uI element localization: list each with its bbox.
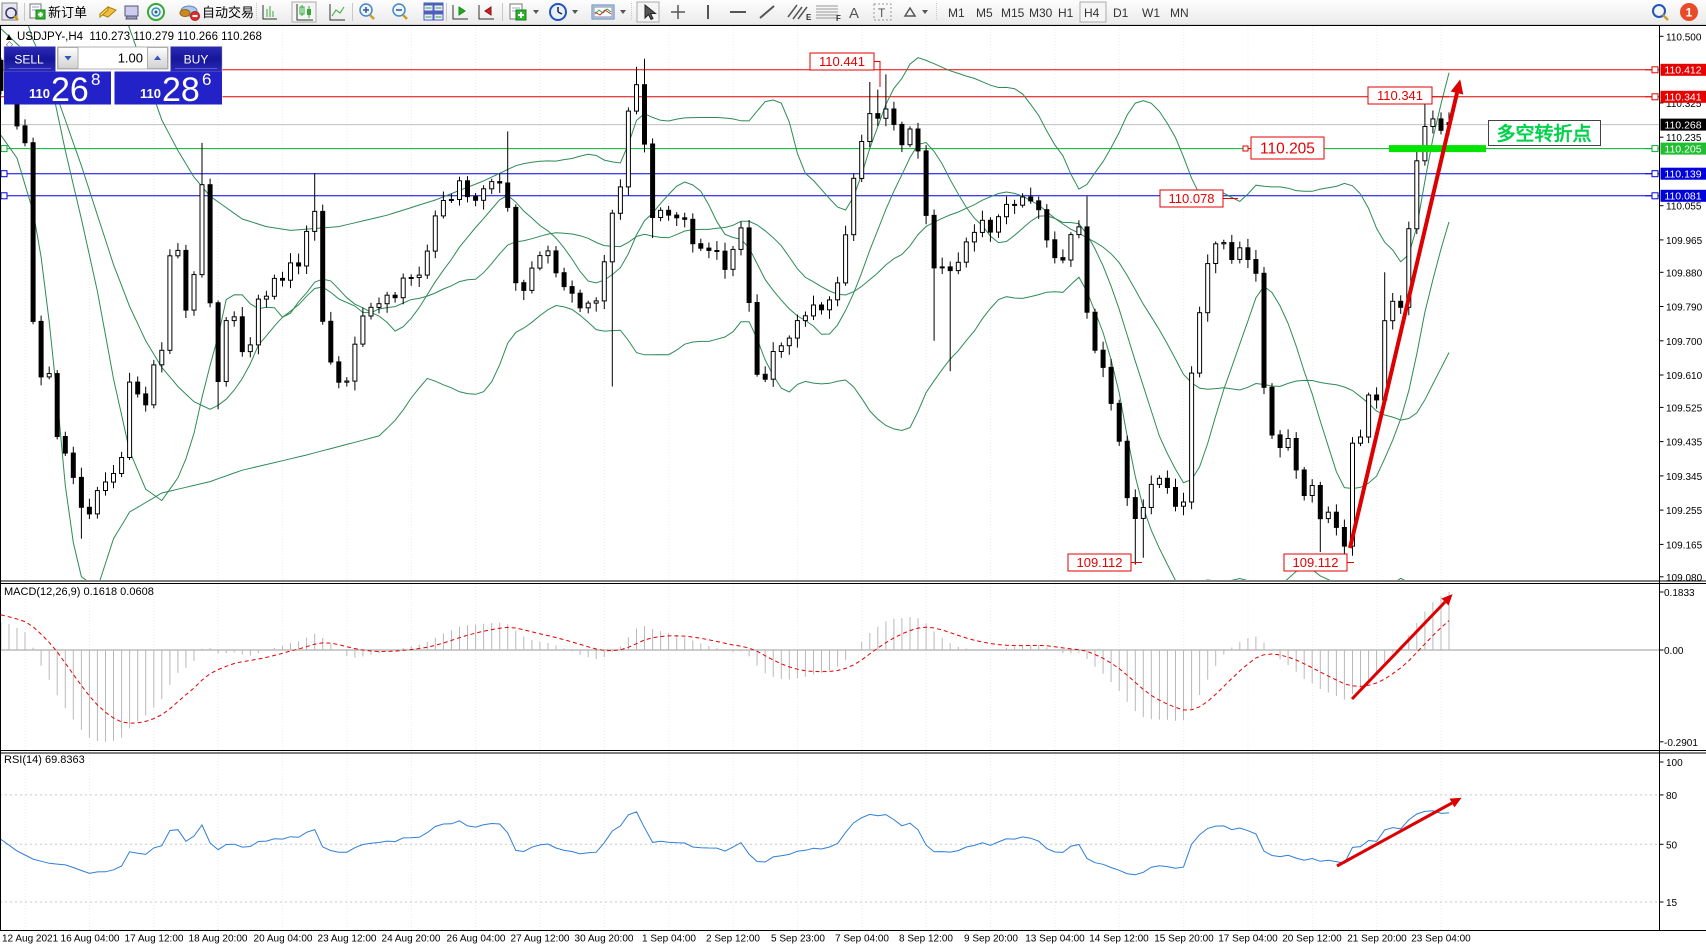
svg-text:18 Aug 20:00: 18 Aug 20:00 [189,934,248,945]
svg-text:9 Sep 20:00: 9 Sep 20:00 [964,934,1018,945]
svg-text:23 Sep 04:00: 23 Sep 04:00 [1411,934,1471,945]
svg-text:110.205: 110.205 [1260,141,1315,158]
svg-text:30 Aug 20:00: 30 Aug 20:00 [575,934,634,945]
svg-text:14 Sep 12:00: 14 Sep 12:00 [1089,934,1149,945]
svg-text:110.139: 110.139 [1664,169,1701,181]
svg-text:28: 28 [162,71,200,109]
svg-text:◇: ◇ [6,39,13,49]
svg-text:多空转折点: 多空转折点 [1496,122,1591,145]
svg-text:80: 80 [1666,791,1678,802]
svg-text:M1: M1 [948,6,965,20]
svg-text:W1: W1 [1142,6,1160,20]
svg-text:50: 50 [1666,840,1678,851]
svg-text:26: 26 [51,71,89,109]
svg-text:110: 110 [29,86,50,101]
svg-text:1 Sep 04:00: 1 Sep 04:00 [642,934,696,945]
svg-text:8: 8 [91,70,100,89]
svg-text:17 Aug 12:00: 17 Aug 12:00 [125,934,184,945]
svg-text:8 Sep 12:00: 8 Sep 12:00 [899,934,953,945]
svg-text:7 Sep 04:00: 7 Sep 04:00 [835,934,889,945]
svg-text:109.165: 109.165 [1666,540,1703,551]
svg-text:27 Aug 12:00: 27 Aug 12:00 [511,934,570,945]
svg-text:109.525: 109.525 [1666,403,1703,414]
svg-text:20 Aug 04:00: 20 Aug 04:00 [254,934,313,945]
svg-text:110.081: 110.081 [1664,191,1701,203]
svg-text:H4: H4 [1084,6,1100,20]
svg-text:自动交易: 自动交易 [202,5,254,20]
svg-text:6: 6 [202,70,211,89]
svg-text:USDJPY-,H4 110.273 110.279 11: USDJPY-,H4 110.273 110.279 110.266 110.2… [17,31,262,43]
svg-text:D1: D1 [1113,6,1129,20]
svg-text:109.700: 109.700 [1666,337,1703,348]
svg-text:110.078: 110.078 [1168,191,1214,206]
svg-text:24 Aug 20:00: 24 Aug 20:00 [382,934,441,945]
svg-text:109.112: 109.112 [1292,555,1338,570]
svg-text:MACD(12,26,9) 0.1618 0.0608: MACD(12,26,9) 0.1618 0.0608 [4,586,154,598]
svg-text:100: 100 [1666,758,1683,769]
svg-text:RSI(14) 69.8363: RSI(14) 69.8363 [4,754,85,766]
svg-text:17 Sep 04:00: 17 Sep 04:00 [1218,934,1278,945]
svg-text:109.435: 109.435 [1666,438,1703,449]
svg-text:E: E [806,13,812,22]
svg-text:23 Aug 12:00: 23 Aug 12:00 [318,934,377,945]
svg-text:SELL: SELL [14,53,44,67]
svg-text:1.00: 1.00 [118,51,143,66]
svg-text:M30: M30 [1029,6,1053,20]
svg-text:13 Sep 04:00: 13 Sep 04:00 [1025,934,1085,945]
svg-text:110.268: 110.268 [1664,119,1701,131]
svg-text:新订单: 新订单 [48,5,87,20]
svg-text:109.965: 109.965 [1666,236,1703,247]
svg-text:2 Sep 12:00: 2 Sep 12:00 [706,934,760,945]
svg-text:12 Aug 2021: 12 Aug 2021 [2,934,59,945]
svg-text:5 Sep 23:00: 5 Sep 23:00 [771,934,825,945]
svg-text:109.080: 109.080 [1666,573,1703,584]
svg-text:110.235: 110.235 [1666,133,1702,144]
svg-text:110.325: 110.325 [1666,99,1702,110]
svg-text:110.205: 110.205 [1664,143,1701,155]
svg-text:16 Aug 04:00: 16 Aug 04:00 [61,934,120,945]
svg-text:H1: H1 [1058,6,1074,20]
svg-text:109.255: 109.255 [1666,506,1703,517]
svg-text:109.790: 109.790 [1666,303,1703,314]
svg-text:▲: ▲ [4,32,14,43]
svg-text:110: 110 [140,86,161,101]
svg-text:A: A [849,5,859,22]
svg-text:-0.2901: -0.2901 [1664,738,1698,749]
svg-text:110.441: 110.441 [819,54,865,69]
svg-text:BUY: BUY [184,53,209,67]
svg-text:15 Sep 20:00: 15 Sep 20:00 [1154,934,1214,945]
svg-text:109.610: 109.610 [1666,371,1703,382]
svg-text:T: T [878,6,886,20]
svg-text:110.341: 110.341 [1377,88,1423,103]
svg-text:0.1833: 0.1833 [1664,588,1695,599]
svg-text:109.112: 109.112 [1076,555,1122,570]
svg-text:15: 15 [1666,898,1678,909]
svg-text:1: 1 [1686,6,1693,20]
svg-text:20 Sep 12:00: 20 Sep 12:00 [1282,934,1342,945]
svg-text:110.412: 110.412 [1664,65,1701,77]
svg-text:M15: M15 [1001,6,1025,20]
svg-text:110.500: 110.500 [1666,32,1702,43]
svg-text:MN: MN [1170,6,1189,20]
svg-text:110.341: 110.341 [1664,92,1701,104]
svg-text:F: F [836,14,841,23]
svg-text:26 Aug 04:00: 26 Aug 04:00 [447,934,506,945]
svg-text:M5: M5 [976,6,993,20]
svg-text:109.345: 109.345 [1666,472,1703,483]
svg-text:109.880: 109.880 [1666,268,1703,279]
svg-text:21 Sep 20:00: 21 Sep 20:00 [1347,934,1407,945]
svg-text:110.055: 110.055 [1666,202,1702,213]
svg-text:0.00: 0.00 [1664,646,1684,657]
